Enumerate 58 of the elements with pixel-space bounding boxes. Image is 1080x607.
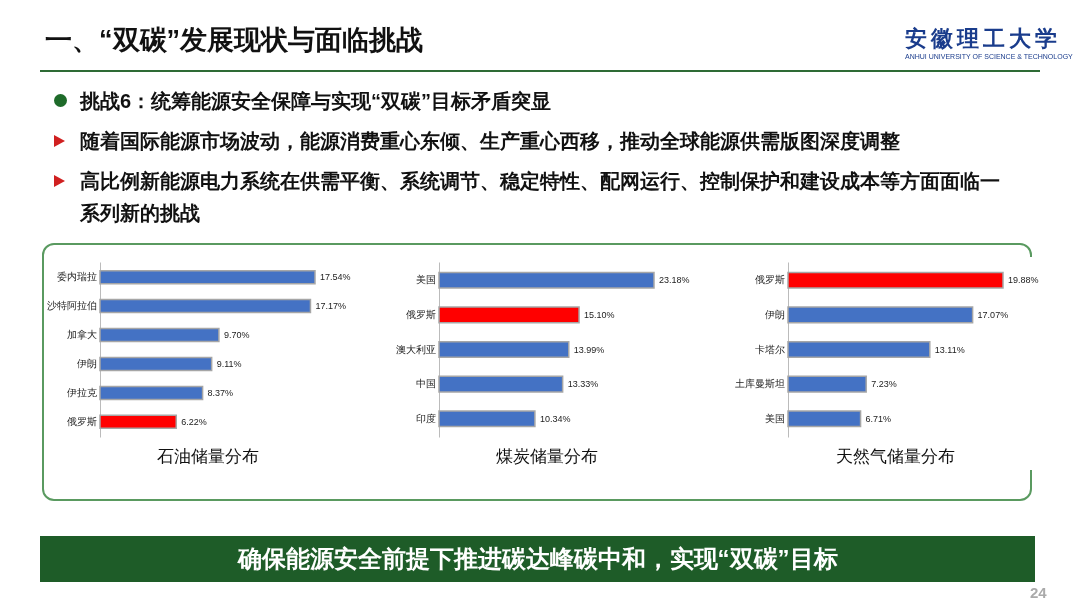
data-label: 10.34% xyxy=(539,413,571,424)
text: 挑战6：统筹能源安全保障与实现“双碳”目标矛盾突显 xyxy=(80,89,553,114)
bar xyxy=(787,306,974,324)
data-label: 9.11% xyxy=(216,358,242,369)
text: 一、“双碳”发展现状与面临挑战 xyxy=(45,24,423,57)
data-label: 15.10% xyxy=(584,309,615,320)
text: 安徽理工大学 xyxy=(905,25,1061,53)
bar xyxy=(787,340,931,359)
y-tick-label: 伊朗 xyxy=(76,357,97,369)
data-label: 13.33% xyxy=(567,379,599,390)
data-label: 17.17% xyxy=(315,301,346,312)
bar xyxy=(99,298,312,314)
data-label: 17.54% xyxy=(320,272,351,283)
y-tick-label: 加拿大 xyxy=(66,329,97,341)
text: 随着国际能源市场波动，能源消费重心东倾、生产重心西移，推动全球能源供需版图深度调整 xyxy=(80,129,901,154)
bar xyxy=(438,306,580,324)
bar xyxy=(99,385,204,401)
y-tick-label: 伊朗 xyxy=(764,308,785,320)
bar xyxy=(99,356,213,372)
data-label: 7.23% xyxy=(871,379,897,390)
data-label: 6.22% xyxy=(181,416,207,427)
y-tick-label: 澳大利亚 xyxy=(395,343,436,355)
data-label: 9.70% xyxy=(223,330,250,341)
y-tick-label: 俄罗斯 xyxy=(66,415,97,427)
text: 24 xyxy=(1030,584,1047,601)
y-tick-label: 伊拉克 xyxy=(66,386,97,398)
bar xyxy=(787,410,862,428)
bar xyxy=(99,414,177,430)
data-label: 17.07% xyxy=(977,309,1009,320)
y-tick-label: 卡塔尔 xyxy=(754,343,785,355)
text: 确保能源安全前提下推进碳达峰碳中和，实现“双碳”目标 xyxy=(40,536,1035,582)
data-label: 13.11% xyxy=(934,344,965,355)
bar xyxy=(99,269,316,285)
bar xyxy=(99,327,220,343)
data-label: 23.18% xyxy=(659,275,690,286)
text: 石油储量分布 xyxy=(156,447,259,466)
y-tick-label: 委内瑞拉 xyxy=(56,271,97,283)
data-label: 8.37% xyxy=(207,387,234,398)
y-tick-label: 印度 xyxy=(415,412,436,424)
bar xyxy=(438,410,536,428)
bar xyxy=(438,375,564,393)
bar xyxy=(787,271,1004,289)
text: 天然气储量分布 xyxy=(836,447,955,466)
y-tick-label: 土库曼斯坦 xyxy=(734,378,785,390)
bar xyxy=(787,375,867,393)
y-tick-label: 沙特阿拉伯 xyxy=(46,300,97,312)
data-label: 6.71% xyxy=(865,413,892,424)
y-tick-label: 美国 xyxy=(415,274,436,286)
data-label: 13.99% xyxy=(573,344,605,355)
y-tick-label: 俄罗斯 xyxy=(405,308,436,320)
y-tick-label: 美国 xyxy=(764,412,785,424)
data-label: 19.88% xyxy=(1008,275,1039,286)
bar xyxy=(438,271,655,289)
bar xyxy=(438,340,570,359)
y-tick-label: 俄罗斯 xyxy=(754,274,785,286)
text: 高比例新能源电力系统在供需平衡、系统调节、稳定特性、配网运行、控制保护和建设成本等方面面临一系列新的挑战 xyxy=(80,169,1001,226)
text: 煤炭储量分布 xyxy=(495,447,598,466)
y-tick-label: 中国 xyxy=(415,378,436,390)
